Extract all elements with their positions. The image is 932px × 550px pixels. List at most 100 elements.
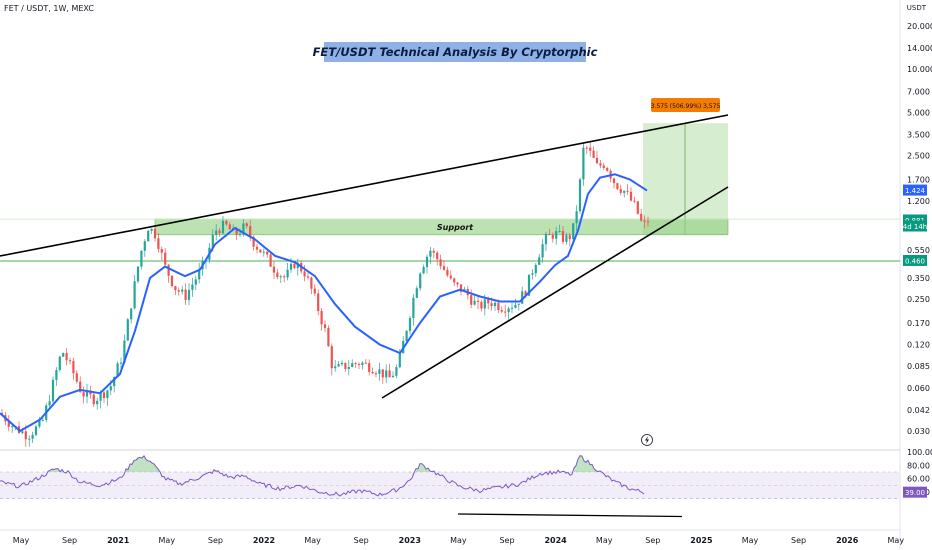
candle-body (385, 370, 388, 378)
candle-body (38, 420, 41, 427)
candle-body (126, 319, 129, 341)
candle-body (92, 394, 95, 405)
time-tick-label: 2023 (399, 536, 421, 545)
candle-body (167, 264, 170, 276)
candle-body (340, 362, 344, 365)
time-tick-label: May (596, 536, 613, 545)
candle-body (504, 311, 507, 313)
price-tick-label: 20.000 (907, 22, 932, 31)
candle-body (354, 363, 357, 365)
candle-body (184, 289, 187, 300)
candle-body (106, 390, 109, 399)
candle-body (541, 244, 544, 258)
candle-body (558, 230, 561, 232)
candle-body (551, 234, 554, 239)
price-tick-label: 0.085 (907, 362, 930, 371)
candle-body (534, 264, 537, 274)
candle-body (65, 353, 68, 361)
candle-body (177, 290, 180, 292)
time-tick-label: 2021 (107, 536, 130, 545)
candle-body (459, 284, 463, 292)
price-tag-label: 4d 14h (903, 223, 927, 231)
price-tick-label: 1.200 (907, 197, 930, 206)
candle-body (34, 426, 38, 435)
candle-body (419, 273, 422, 289)
candle-body (113, 377, 116, 387)
candle-body (147, 230, 150, 242)
candle-body (238, 233, 242, 235)
candle-body (388, 370, 391, 378)
upper-trendline (0, 114, 729, 257)
time-tick-label: 2026 (836, 536, 859, 545)
candle-body (170, 275, 174, 287)
candle-body (133, 281, 136, 309)
symbol-label: FET / USDT, 1W, MEXC (4, 4, 94, 13)
candle-body (198, 269, 201, 280)
candle-body (153, 228, 157, 239)
price-tick-label: 7.000 (907, 87, 930, 96)
candle-body (371, 372, 374, 374)
candle-body (391, 375, 395, 378)
rsi-value-label: 39.00 (905, 489, 925, 497)
candle-body (507, 308, 510, 313)
price-tick-label: 3.500 (907, 131, 930, 140)
candle-body (476, 300, 480, 302)
candle-body (619, 189, 622, 193)
time-tick-label: May (888, 536, 905, 545)
price-tick-label: 1.700 (907, 176, 930, 185)
candle-body (623, 190, 626, 193)
candle-body (58, 356, 61, 371)
candle-body (480, 301, 483, 309)
candle-body (453, 278, 456, 283)
rsi-tick-label: 80.00 (907, 461, 930, 470)
candle-body (286, 269, 289, 278)
candle-body (96, 400, 99, 405)
candle-body (633, 200, 636, 202)
candle-body (293, 263, 296, 269)
candle-body (599, 163, 602, 166)
price-tick-label: 0.250 (907, 295, 930, 304)
candle-body (68, 360, 72, 362)
candle-body (425, 256, 429, 268)
candle-body (500, 310, 503, 312)
rsi-divergence-line (457, 513, 683, 518)
candle-body (181, 289, 184, 292)
candle-body (109, 386, 112, 391)
candle-body (279, 276, 282, 278)
candle-body (432, 250, 435, 253)
candle-body (565, 235, 568, 242)
candle-body (136, 266, 140, 282)
candles (0, 141, 650, 447)
candle-body (79, 381, 82, 393)
time-tick-label: Sep (791, 536, 806, 545)
candle-body (7, 421, 10, 427)
candle-body (344, 362, 347, 369)
candle-body (436, 252, 439, 260)
candle-body (483, 299, 486, 309)
rsi-tick-label: 60.00 (907, 475, 930, 484)
time-tick-label: 2025 (690, 536, 713, 545)
candle-body (531, 273, 534, 275)
candle-body (72, 361, 75, 374)
price-tick-label: 0.170 (907, 319, 930, 328)
time-tick-label: May (304, 536, 321, 545)
time-tick-label: May (159, 536, 176, 545)
candle-body (548, 233, 551, 235)
candle-body (187, 289, 191, 300)
time-axis[interactable]: May Sep 2021 May Sep 2022 May Sep 2023 May Sep 2024… (13, 536, 905, 545)
target-label-box (651, 98, 720, 112)
candle-body (160, 249, 163, 253)
candle-body (527, 274, 531, 296)
candle-body (313, 288, 316, 294)
lower-trendline (381, 186, 729, 399)
candle-body (252, 236, 255, 247)
candle-body (456, 282, 459, 285)
candle-body (490, 303, 493, 307)
price-axis[interactable]: 20.000 14.000 10.000 7.000 5.000 3.500 2.500 1.… (907, 22, 932, 436)
candle-body (28, 438, 31, 440)
candle-body (561, 230, 565, 242)
candle-body (327, 328, 330, 347)
time-tick-label: 2024 (544, 536, 567, 545)
